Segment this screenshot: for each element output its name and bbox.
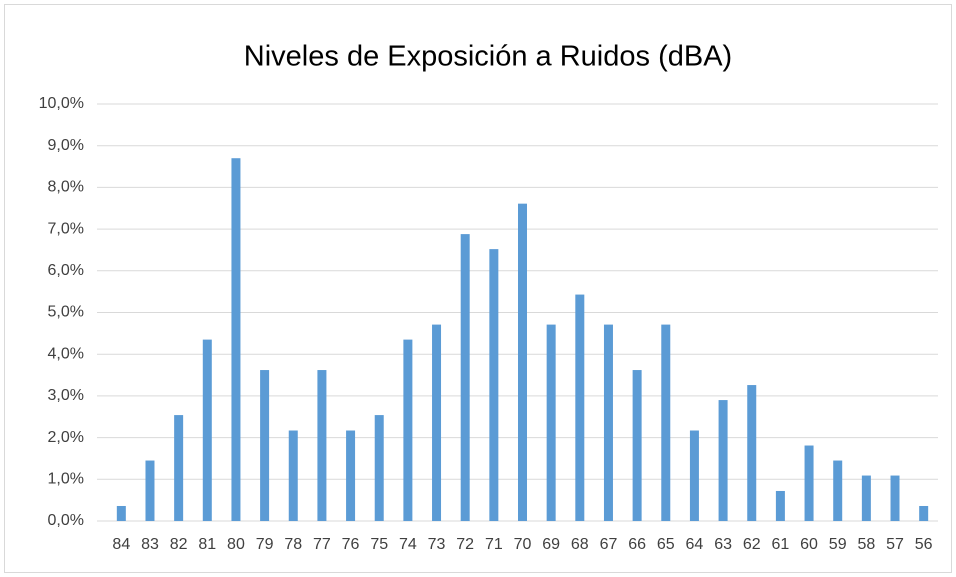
bar — [546, 324, 556, 521]
bar — [116, 505, 126, 521]
bar — [833, 460, 843, 521]
x-tick-label: 69 — [542, 536, 560, 553]
x-tick-label: 58 — [857, 536, 875, 553]
chart-border — [4, 4, 952, 573]
bar — [489, 249, 499, 521]
bar — [747, 385, 757, 521]
bar — [919, 505, 929, 521]
bar — [260, 370, 270, 521]
bar — [632, 370, 642, 521]
x-tick-label: 83 — [141, 536, 159, 553]
x-tick-label: 74 — [399, 536, 417, 553]
bar — [202, 339, 212, 521]
bar — [775, 490, 785, 521]
x-tick-label: 62 — [743, 536, 761, 553]
x-tick-label: 60 — [800, 536, 818, 553]
bar — [374, 415, 384, 521]
x-tick-label: 59 — [829, 536, 847, 553]
x-tick-label: 71 — [485, 536, 503, 553]
x-tick-label: 66 — [628, 536, 646, 553]
x-tick-label: 75 — [370, 536, 388, 553]
bar — [288, 430, 298, 521]
bar — [718, 400, 728, 521]
y-tick-label: 6,0% — [48, 262, 84, 279]
bar — [317, 370, 327, 521]
y-tick-label: 5,0% — [48, 304, 84, 321]
bar — [403, 339, 413, 521]
x-tick-label: 61 — [771, 536, 789, 553]
bar — [861, 475, 871, 521]
x-tick-label: 77 — [313, 536, 331, 553]
bar — [432, 324, 442, 521]
x-tick-label: 80 — [227, 536, 245, 553]
y-tick-label: 4,0% — [48, 345, 84, 362]
y-tick-label: 3,0% — [48, 387, 84, 404]
x-tick-label: 67 — [600, 536, 618, 553]
bar — [231, 158, 241, 521]
x-tick-label: 82 — [170, 536, 188, 553]
x-tick-label: 56 — [915, 536, 933, 553]
x-tick-label: 78 — [284, 536, 302, 553]
bar — [890, 475, 900, 521]
x-tick-label: 79 — [256, 536, 274, 553]
x-tick-label: 65 — [657, 536, 675, 553]
x-tick-label: 73 — [428, 536, 446, 553]
y-tick-label: 1,0% — [48, 471, 84, 488]
x-tick-label: 68 — [571, 536, 589, 553]
x-tick-label: 72 — [456, 536, 474, 553]
y-tick-label: 9,0% — [48, 137, 84, 154]
x-tick-label: 76 — [342, 536, 360, 553]
y-tick-label: 8,0% — [48, 179, 84, 196]
y-tick-label: 10,0% — [39, 95, 84, 112]
bar — [661, 324, 671, 521]
bar — [575, 294, 585, 521]
x-tick-label: 84 — [112, 536, 130, 553]
chart-title: Niveles de Exposición a Ruidos (dBA) — [244, 41, 732, 73]
x-tick-label: 63 — [714, 536, 732, 553]
x-tick-label: 57 — [886, 536, 904, 553]
y-tick-label: 2,0% — [48, 429, 84, 446]
bar — [518, 203, 527, 521]
bar — [460, 234, 470, 521]
bar — [145, 460, 155, 521]
x-tick-label: 81 — [198, 536, 216, 553]
y-tick-label: 0,0% — [48, 512, 84, 529]
x-tick-label: 64 — [686, 536, 704, 553]
bar — [804, 445, 814, 521]
bar — [346, 430, 356, 521]
y-tick-label: 7,0% — [48, 220, 84, 237]
bar — [689, 430, 699, 521]
bar — [174, 415, 184, 521]
x-tick-label: 70 — [514, 536, 532, 553]
bar — [603, 324, 613, 521]
